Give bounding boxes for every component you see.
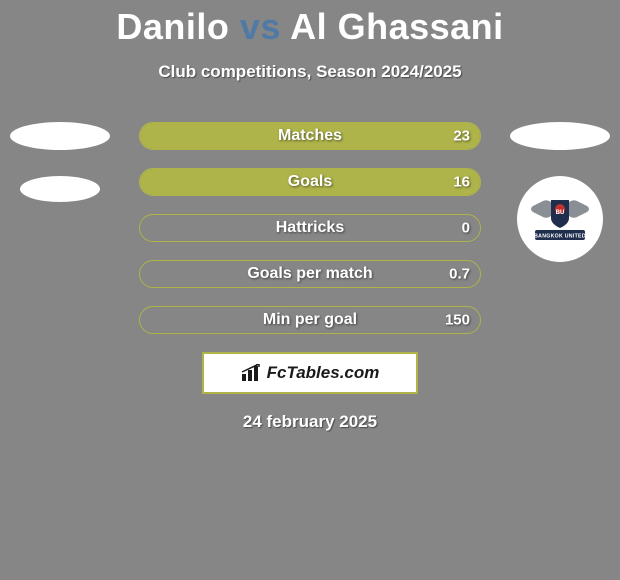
stat-row-min-per-goal: Min per goal 150 bbox=[139, 306, 481, 334]
stat-label: Goals per match bbox=[140, 265, 480, 283]
bars-icon bbox=[241, 364, 263, 382]
stat-right-value: 0.7 bbox=[449, 266, 470, 283]
player2-name: Al Ghassani bbox=[290, 6, 504, 47]
player1-name: Danilo bbox=[116, 6, 229, 47]
subtitle: Club competitions, Season 2024/2025 bbox=[0, 62, 620, 82]
stat-row-hattricks: Hattricks 0 bbox=[139, 214, 481, 242]
stat-row-matches: Matches 23 bbox=[139, 122, 481, 150]
date: 24 february 2025 bbox=[0, 412, 620, 432]
stat-right-value: 150 bbox=[445, 312, 470, 329]
stat-row-goals-per-match: Goals per match 0.7 bbox=[139, 260, 481, 288]
attribution-box[interactable]: FcTables.com bbox=[202, 352, 418, 394]
fctables-logo: FcTables.com bbox=[241, 363, 380, 383]
vs-text: vs bbox=[240, 6, 281, 47]
attribution-text: FcTables.com bbox=[267, 363, 380, 383]
stat-row-goals: Goals 16 bbox=[139, 168, 481, 196]
stat-label: Hattricks bbox=[140, 219, 480, 237]
stat-label: Matches bbox=[140, 127, 480, 145]
stats-container: Matches 23 Goals 16 Hattricks 0 Goals pe… bbox=[0, 122, 620, 334]
stat-label: Min per goal bbox=[140, 311, 480, 329]
stat-label: Goals bbox=[140, 173, 480, 191]
comparison-title: Danilo vs Al Ghassani bbox=[0, 0, 620, 48]
stat-right-value: 16 bbox=[453, 174, 470, 191]
stat-right-value: 0 bbox=[462, 220, 470, 237]
stat-right-value: 23 bbox=[453, 128, 470, 145]
